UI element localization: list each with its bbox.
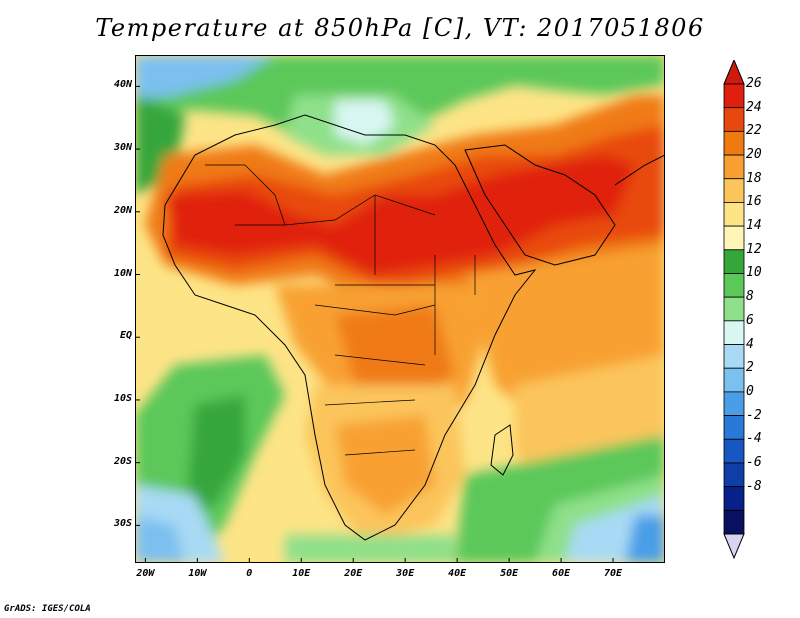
colorbar-level-label: 8	[746, 289, 754, 305]
colorbar-segment	[723, 391, 745, 416]
country-borders	[205, 164, 476, 456]
colorbar-segment	[723, 107, 745, 132]
lon-tick-label: 20E	[344, 568, 363, 579]
colorbar-segment	[723, 344, 745, 369]
lat-tick-label: 40N	[113, 79, 132, 91]
colorbar-segment	[723, 178, 745, 203]
temperature-map	[135, 55, 665, 563]
colorbar-segment	[723, 320, 745, 345]
colorbar-segment	[723, 249, 745, 274]
colorbar-top-arrow	[723, 60, 745, 85]
credit-text: GrADS: IGES/COLA	[4, 604, 91, 614]
colorbar-level-label: 18	[746, 170, 762, 186]
colorbar-level-label: -6	[746, 454, 762, 470]
temperature-field	[135, 55, 665, 563]
colorbar-segment	[723, 509, 745, 535]
colorbar-segment	[723, 83, 745, 109]
colorbar-segment	[723, 296, 745, 322]
colorbar-level-label: 12	[746, 241, 762, 257]
lon-tick-label: 0	[246, 568, 253, 579]
colorbar-level-label: 22	[746, 123, 762, 139]
lat-tick-label: EQ	[119, 330, 132, 342]
colorbar-level-label: 14	[746, 218, 762, 234]
colorbar-segment	[723, 486, 745, 511]
colorbar-segment	[723, 462, 745, 488]
colorbar-segment	[723, 415, 745, 440]
colorbar-level-label: 20	[746, 147, 762, 163]
colorbar-level-label: -2	[746, 407, 762, 423]
colorbar-segment	[723, 154, 745, 180]
colorbar-segment	[723, 130, 745, 156]
lon-tick-label: 30E	[396, 568, 415, 579]
lon-tick-label: 20W	[136, 568, 155, 579]
map-title: Temperature at 850hPa [C], VT: 201705180…	[95, 14, 705, 42]
colorbar-level-label: 24	[746, 99, 762, 115]
colorbar-segment	[723, 367, 745, 393]
lon-tick-label: 70E	[604, 568, 623, 579]
axis-ticks	[135, 85, 614, 563]
lat-tick-label: 30N	[113, 142, 132, 154]
lon-tick-label: 10E	[292, 568, 311, 579]
colorbar-level-label: 16	[746, 194, 762, 210]
field-blobs	[135, 55, 665, 563]
lat-tick-label: 20S	[113, 455, 132, 467]
colorbar-level-label: 2	[746, 360, 754, 376]
coastlines	[162, 114, 665, 541]
map-frame	[135, 55, 665, 563]
lat-tick-label: 10N	[113, 267, 132, 279]
colorbar-segment	[723, 438, 745, 464]
lon-tick-label: 60E	[552, 568, 571, 579]
colorbar-bottom-arrow	[723, 533, 745, 560]
colorbar-level-label: -8	[746, 478, 762, 494]
colorbar-level-label: 0	[746, 383, 754, 399]
lat-tick-label: 20N	[113, 204, 132, 216]
colorbar-segment	[723, 225, 745, 251]
colorbar-level-label: -4	[746, 431, 762, 447]
colorbar-segment	[723, 273, 745, 298]
lat-tick-label: 30S	[113, 518, 132, 530]
colorbar-segment	[723, 202, 745, 227]
colorbar-level-label: 4	[746, 336, 754, 352]
colorbar	[723, 60, 745, 560]
colorbar-level-label: 6	[746, 312, 754, 328]
lat-tick-label: 10S	[113, 392, 132, 404]
lon-tick-label: 50E	[500, 568, 519, 579]
colorbar-level-label: 26	[746, 76, 762, 91]
colorbar-level-label: 10	[746, 265, 762, 281]
lon-tick-label: 40E	[448, 568, 467, 579]
lon-tick-label: 10W	[188, 568, 207, 579]
